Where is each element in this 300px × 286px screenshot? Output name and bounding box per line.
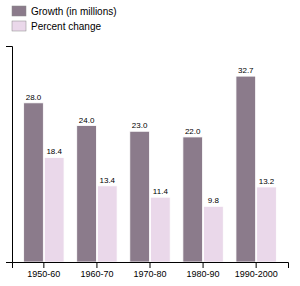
data-label: 22.0 <box>185 127 201 136</box>
legend-swatch <box>12 21 26 31</box>
x-tick-mark <box>203 262 204 268</box>
x-tick: 1970-80 <box>133 262 166 279</box>
y-axis-line <box>6 47 13 263</box>
x-axis: 1950-60 1960-70 1970-80 1980-90 1990-2000 <box>13 262 289 279</box>
bar <box>151 197 171 262</box>
x-tick-label: 1970-80 <box>133 269 166 279</box>
bar <box>204 206 224 262</box>
x-tick-mark <box>96 262 97 268</box>
data-label: 11.4 <box>153 187 169 196</box>
data-label: 9.8 <box>208 196 220 205</box>
bar <box>97 186 117 262</box>
x-tick-label: 1990-2000 <box>235 269 278 279</box>
bar <box>44 157 64 262</box>
x-tick: 1950-60 <box>27 262 60 279</box>
x-axis-line <box>13 263 289 269</box>
plot: 28.0 24.0 23.0 22.0 32.7 18.4 13.4 11.4 9.8 13.2 1… <box>6 47 289 280</box>
bar <box>77 126 97 262</box>
legend-swatch <box>12 6 26 16</box>
x-tick-mark <box>43 262 44 268</box>
bar <box>183 137 203 262</box>
legend: Growth (in millions) Percent change <box>12 6 117 32</box>
legend-item: Growth (in millions) <box>12 6 117 17</box>
bar <box>236 76 256 262</box>
bar <box>130 131 150 262</box>
legend-item: Percent change <box>12 21 101 32</box>
x-tick-label: 1960-70 <box>80 269 113 279</box>
x-tick-mark <box>256 262 257 268</box>
x-tick-label: 1980-90 <box>187 269 220 279</box>
x-tick: 1980-90 <box>187 262 220 279</box>
data-label: 13.2 <box>259 177 275 186</box>
bar <box>24 103 44 262</box>
bar-series <box>24 76 256 262</box>
bar-series <box>44 157 276 262</box>
data-label: 32.7 <box>238 66 254 75</box>
data-label: 18.4 <box>46 147 62 156</box>
x-tick: 1960-70 <box>80 262 113 279</box>
data-label: 28.0 <box>26 93 42 102</box>
x-tick-mark <box>150 262 151 268</box>
chart: 28.0 24.0 23.0 22.0 32.7 18.4 13.4 11.4 9.8 13.2 1… <box>0 0 300 286</box>
data-label: 24.0 <box>79 116 95 125</box>
bar <box>257 187 277 262</box>
data-labels: 28.0 24.0 23.0 22.0 32.7 18.4 13.4 11.4 9.8 13.2 <box>26 66 275 205</box>
x-tick-label: 1950-60 <box>27 269 60 279</box>
x-tick: 1990-2000 <box>235 262 278 279</box>
legend-label: Growth (in millions) <box>31 6 117 17</box>
data-label: 23.0 <box>132 121 148 130</box>
data-label: 13.4 <box>99 176 115 185</box>
bars <box>24 76 277 262</box>
y-axis <box>6 47 13 263</box>
legend-label: Percent change <box>31 21 101 32</box>
